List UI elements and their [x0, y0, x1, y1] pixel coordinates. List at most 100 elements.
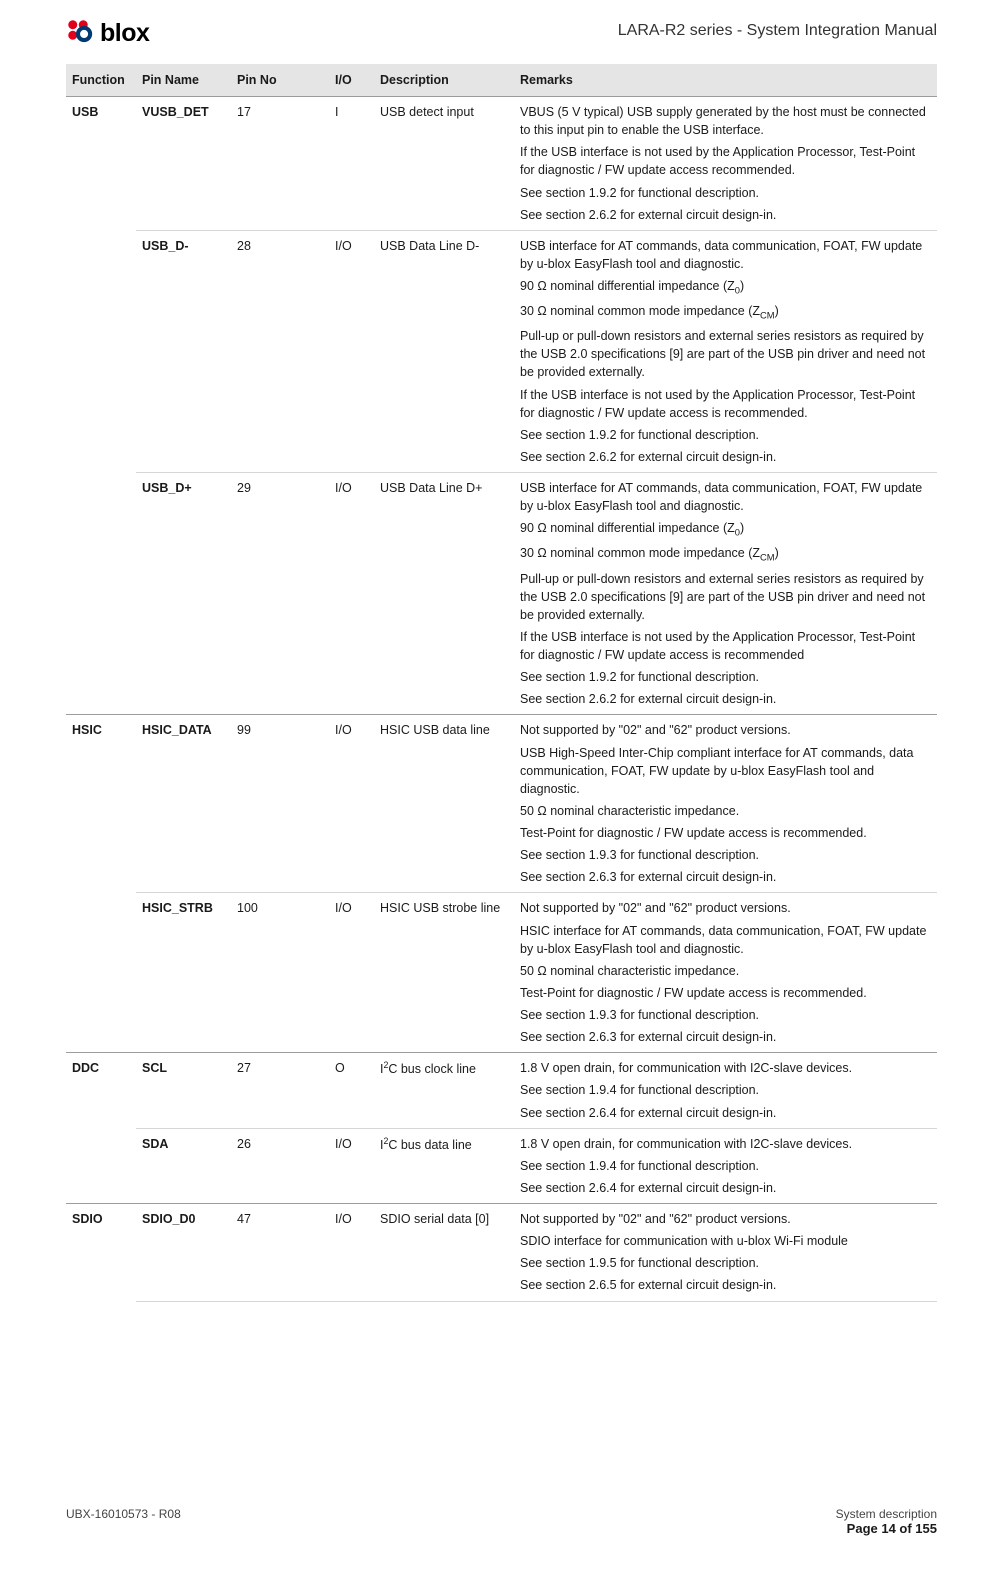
remarks-line: HSIC interface for AT commands, data com… — [520, 922, 931, 958]
cell-pin-name: VUSB_DET — [136, 97, 231, 231]
cell-function: DDC — [66, 1053, 136, 1128]
cell-description: SDIO serial data [0] — [374, 1204, 514, 1302]
cell-function: HSIC — [66, 715, 136, 893]
cell-remarks: 1.8 V open drain, for communication with… — [514, 1053, 937, 1128]
remarks-line: See section 2.6.2 for external circuit d… — [520, 690, 931, 708]
column-header-function: Function — [66, 64, 136, 97]
cell-function — [66, 473, 136, 715]
cell-remarks: Not supported by "02" and "62" product v… — [514, 715, 937, 893]
cell-io: I/O — [329, 473, 374, 715]
table-row: HSIC_STRB100I/OHSIC USB strobe lineNot s… — [66, 893, 937, 1053]
cell-description: I2C bus clock line — [374, 1053, 514, 1128]
cell-pin-name: SDA — [136, 1128, 231, 1203]
ublox-logo: blox — [66, 18, 149, 48]
remarks-line: See section 1.9.5 for functional descrip… — [520, 1254, 931, 1272]
cell-function — [66, 893, 136, 1053]
remarks-line: See section 1.9.4 for functional descrip… — [520, 1157, 931, 1175]
cell-function — [66, 230, 136, 472]
column-header-io: I/O — [329, 64, 374, 97]
footer-section: System description — [836, 1507, 937, 1521]
remarks-line: 1.8 V open drain, for communication with… — [520, 1135, 931, 1153]
cell-io: I/O — [329, 1128, 374, 1203]
remarks-line: Pull-up or pull-down resistors and exter… — [520, 570, 931, 624]
cell-pin-name: SDIO_D0 — [136, 1204, 231, 1302]
remarks-line: See section 2.6.2 for external circuit d… — [520, 206, 931, 224]
cell-pin-no: 17 — [231, 97, 329, 231]
remarks-line: Test-Point for diagnostic / FW update ac… — [520, 984, 931, 1002]
table-row: DDCSCL27OI2C bus clock line 1.8 V open dr… — [66, 1053, 937, 1128]
cell-pin-no: 29 — [231, 473, 329, 715]
table-row: HSICHSIC_DATA99I/OHSIC USB data lineNot … — [66, 715, 937, 893]
footer-page-number: Page 14 of 155 — [836, 1521, 937, 1536]
remarks-line: 90 Ω nominal differential impedance (Z0) — [520, 277, 931, 298]
cell-remarks: USB interface for AT commands, data comm… — [514, 230, 937, 472]
table-row: USB_D+29I/OUSB Data Line D+USB interface… — [66, 473, 937, 715]
remarks-line: See section 1.9.2 for functional descrip… — [520, 668, 931, 686]
remarks-line: See section 2.6.4 for external circuit d… — [520, 1179, 931, 1197]
remarks-line: See section 1.9.3 for functional descrip… — [520, 846, 931, 864]
cell-pin-no: 100 — [231, 893, 329, 1053]
page-header: blox LARA-R2 series - System Integration… — [66, 0, 937, 58]
cell-pin-name: SCL — [136, 1053, 231, 1128]
remarks-line: 50 Ω nominal characteristic impedance. — [520, 802, 931, 820]
cell-pin-name: USB_D- — [136, 230, 231, 472]
remarks-line: See section 2.6.2 for external circuit d… — [520, 448, 931, 466]
cell-remarks: Not supported by "02" and "62" product v… — [514, 893, 937, 1053]
remarks-line: USB interface for AT commands, data comm… — [520, 237, 931, 273]
cell-description: USB Data Line D- — [374, 230, 514, 472]
remarks-line: Not supported by "02" and "62" product v… — [520, 1210, 931, 1228]
table-divider-row — [66, 1301, 937, 1332]
table-row: SDIOSDIO_D047I/OSDIO serial data [0]Not … — [66, 1204, 937, 1302]
cell-io: O — [329, 1053, 374, 1128]
cell-io: I/O — [329, 715, 374, 893]
table-row: USBVUSB_DET17IUSB detect inputVBUS (5 V … — [66, 97, 937, 231]
remarks-line: See section 2.6.3 for external circuit d… — [520, 1028, 931, 1046]
cell-function: SDIO — [66, 1204, 136, 1302]
cell-description: I2C bus data line — [374, 1128, 514, 1203]
cell-function — [66, 1128, 136, 1203]
remarks-line: USB High-Speed Inter-Chip compliant inte… — [520, 744, 931, 798]
cell-pin-name: HSIC_DATA — [136, 715, 231, 893]
cell-remarks: 1.8 V open drain, for communication with… — [514, 1128, 937, 1203]
cell-pin-no: 47 — [231, 1204, 329, 1302]
remarks-line: 1.8 V open drain, for communication with… — [520, 1059, 931, 1077]
table-header-row: Function Pin Name Pin No I/O Description… — [66, 64, 937, 97]
ublox-logo-text: blox — [100, 19, 149, 48]
cell-function: USB — [66, 97, 136, 231]
remarks-line: Not supported by "02" and "62" product v… — [520, 899, 931, 917]
table-row: SDA26I/OI2C bus data line 1.8 V open drai… — [66, 1128, 937, 1203]
column-header-pin-name: Pin Name — [136, 64, 231, 97]
cell-remarks: Not supported by "02" and "62" product v… — [514, 1204, 937, 1302]
column-header-remarks: Remarks — [514, 64, 937, 97]
remarks-line: Not supported by "02" and "62" product v… — [520, 721, 931, 739]
page-footer: UBX-16010573 - R08 System description Pa… — [66, 1507, 937, 1536]
remarks-line: SDIO interface for communication with u-… — [520, 1232, 931, 1250]
cell-description: USB detect input — [374, 97, 514, 231]
ublox-logo-icon — [66, 18, 96, 48]
remarks-line: If the USB interface is not used by the … — [520, 628, 931, 664]
cell-pin-name: USB_D+ — [136, 473, 231, 715]
cell-pin-no: 26 — [231, 1128, 329, 1203]
remarks-line: 30 Ω nominal common mode impedance (ZCM) — [520, 544, 931, 565]
remarks-line: See section 2.6.3 for external circuit d… — [520, 868, 931, 886]
cell-pin-no: 27 — [231, 1053, 329, 1128]
table-row: USB_D-28I/OUSB Data Line D-USB interface… — [66, 230, 937, 472]
remarks-line: Pull-up or pull-down resistors and exter… — [520, 327, 931, 381]
footer-right: System description Page 14 of 155 — [836, 1507, 937, 1536]
remarks-line: See section 2.6.5 for external circuit d… — [520, 1276, 931, 1294]
cell-io: I — [329, 97, 374, 231]
remarks-line: USB interface for AT commands, data comm… — [520, 479, 931, 515]
footer-doc-ref: UBX-16010573 - R08 — [66, 1507, 181, 1536]
column-header-pin-no: Pin No — [231, 64, 329, 97]
remarks-line: VBUS (5 V typical) USB supply generated … — [520, 103, 931, 139]
remarks-line: If the USB interface is not used by the … — [520, 386, 931, 422]
remarks-line: See section 2.6.4 for external circuit d… — [520, 1104, 931, 1122]
cell-pin-name: HSIC_STRB — [136, 893, 231, 1053]
document-title: LARA-R2 series - System Integration Manu… — [618, 18, 937, 40]
remarks-line: 30 Ω nominal common mode impedance (ZCM) — [520, 302, 931, 323]
remarks-line: 90 Ω nominal differential impedance (Z0) — [520, 519, 931, 540]
cell-remarks: USB interface for AT commands, data comm… — [514, 473, 937, 715]
remarks-line: See section 1.9.2 for functional descrip… — [520, 184, 931, 202]
cell-pin-no: 99 — [231, 715, 329, 893]
remarks-line: See section 1.9.3 for functional descrip… — [520, 1006, 931, 1024]
